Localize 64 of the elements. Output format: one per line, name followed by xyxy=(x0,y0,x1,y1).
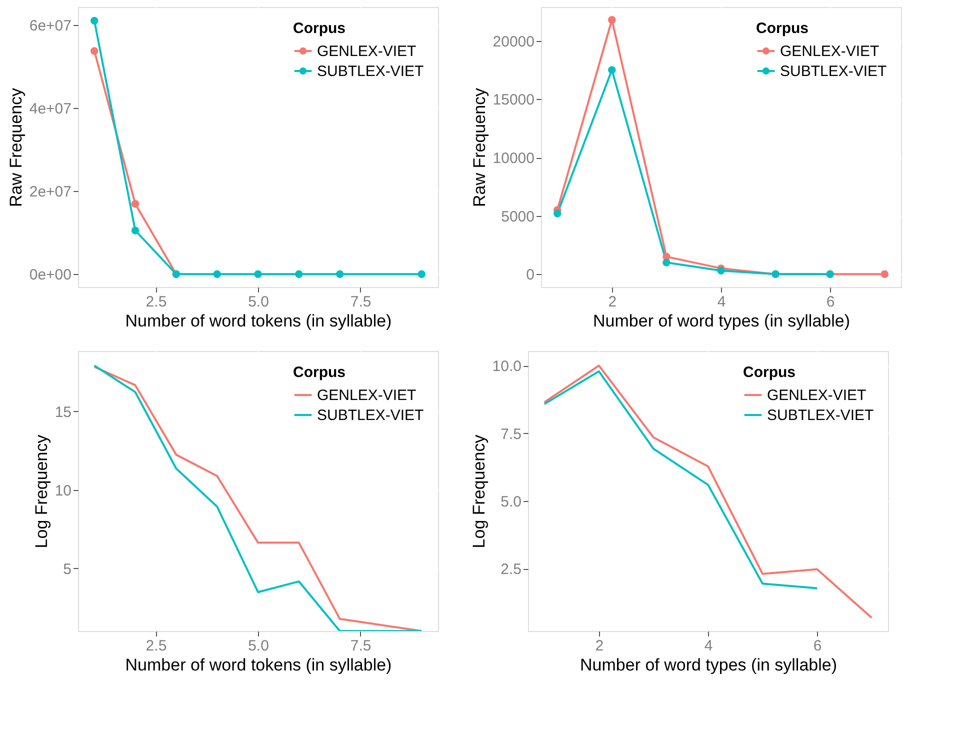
legend-title: Corpus xyxy=(743,364,796,381)
legend-label: GENLEX-VIET xyxy=(767,387,866,404)
legend-title: Corpus xyxy=(293,20,346,37)
point xyxy=(213,270,221,278)
x-tick-label: 4 xyxy=(717,294,726,310)
point xyxy=(295,270,303,278)
x-tick-label: 5.0 xyxy=(248,294,269,310)
point xyxy=(717,266,725,275)
x-tick-label: 6 xyxy=(826,294,835,310)
x-tick-label: 7.5 xyxy=(350,638,372,654)
legend-label: SUBTLEX-VIET xyxy=(317,407,424,424)
y-axis-title: Log Frequency xyxy=(469,434,488,548)
point xyxy=(880,270,889,278)
point xyxy=(90,16,98,25)
legend-title: Corpus xyxy=(756,20,808,37)
legend-label: GENLEX-VIET xyxy=(317,43,416,60)
y-axis-title: Raw Frequency xyxy=(6,87,26,208)
point xyxy=(131,200,140,208)
y-tick-label: 15 xyxy=(54,404,72,421)
point xyxy=(608,16,616,24)
y-tick-label: 0 xyxy=(526,266,534,284)
y-tick-label: 2e+07 xyxy=(29,184,72,201)
x-tick-label: 2 xyxy=(608,294,617,310)
legend-label: SUBTLEX-VIET xyxy=(780,63,887,80)
legend-label: GENLEX-VIET xyxy=(317,387,416,404)
x-axis-title: Number of word types (in syllable) xyxy=(593,312,850,330)
y-tick-label: 10 xyxy=(54,482,72,500)
line-series xyxy=(543,364,873,619)
point xyxy=(254,270,262,278)
point xyxy=(662,258,670,266)
x-tick-label: 2.5 xyxy=(146,638,167,654)
legend-title: Corpus xyxy=(293,364,346,381)
x-tick-label: 6 xyxy=(813,638,822,654)
y-tick-label: 5000 xyxy=(501,208,534,226)
y-tick-label: 10.0 xyxy=(492,358,522,376)
x-axis-title: Number of word types (in syllable) xyxy=(580,656,837,674)
y-tick-label: 0e+00 xyxy=(29,266,72,284)
x-axis-title: Number of word tokens (in syllable) xyxy=(125,312,392,330)
y-axis-title: Raw Frequency xyxy=(470,87,489,208)
y-tick-label: 7.5 xyxy=(500,426,522,443)
y-tick-label: 5.0 xyxy=(500,494,522,511)
legend-label: SUBTLEX-VIET xyxy=(317,63,424,80)
legend-label: GENLEX-VIET xyxy=(780,43,880,60)
y-tick-label: 20000 xyxy=(492,33,534,50)
x-tick-label: 4 xyxy=(704,638,713,654)
y-tick-label: 15000 xyxy=(492,92,534,109)
point xyxy=(418,270,426,278)
x-tick-label: 7.5 xyxy=(350,294,372,310)
point xyxy=(90,47,98,55)
y-tick-label: 10000 xyxy=(492,150,534,167)
legend-label: SUBTLEX-VIET xyxy=(767,407,874,424)
x-axis-title: Number of word tokens (in syllable) xyxy=(125,656,392,674)
point xyxy=(336,270,344,278)
point xyxy=(131,226,140,234)
x-tick-label: 5.0 xyxy=(248,638,269,654)
y-tick-label: 5 xyxy=(63,560,72,578)
y-axis-title: Log Frequency xyxy=(32,434,51,548)
point xyxy=(553,210,562,218)
x-tick-label: 2.5 xyxy=(146,294,167,310)
x-tick-label: 2 xyxy=(595,638,604,654)
y-tick-label: 6e+07 xyxy=(29,17,72,34)
y-tick-label: 4e+07 xyxy=(29,100,72,118)
y-tick-label: 2.5 xyxy=(500,561,522,578)
point xyxy=(608,66,616,74)
